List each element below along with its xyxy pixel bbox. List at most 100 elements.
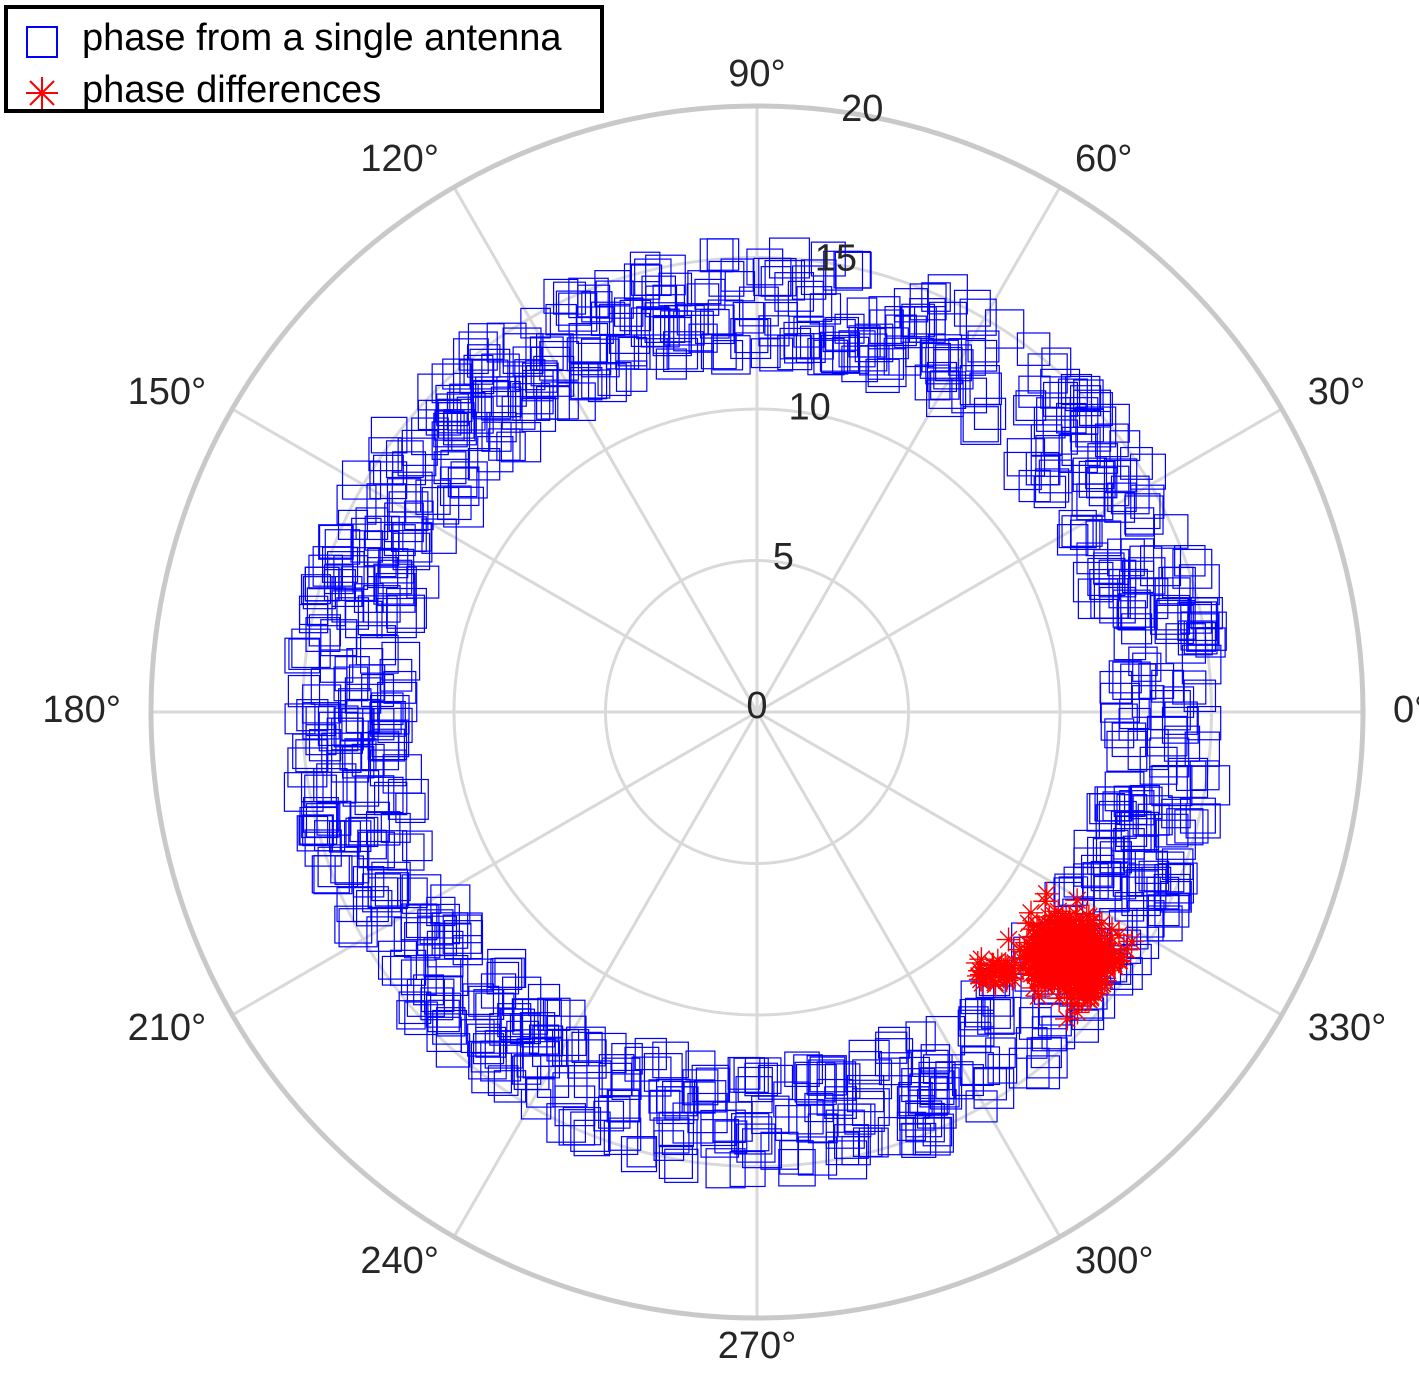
legend: phase from a single antenna phase differ… (4, 5, 604, 113)
square-marker (447, 467, 478, 498)
square-marker (962, 406, 999, 443)
square-marker (793, 1054, 823, 1085)
square-marker (1035, 434, 1073, 472)
square-marker (552, 1072, 588, 1108)
square-marker (1161, 566, 1194, 599)
square-marker (1070, 519, 1101, 550)
square-marker (700, 1109, 737, 1147)
r-tick-label: 5 (773, 536, 794, 578)
square-marker (777, 335, 813, 371)
square-marker (529, 336, 564, 371)
square-marker (822, 318, 856, 353)
square-marker (1161, 848, 1194, 880)
square-marker (570, 362, 608, 400)
square-marker (430, 884, 471, 925)
square-marker (308, 554, 344, 590)
square-marker (1179, 797, 1216, 834)
square-marker (1026, 1055, 1061, 1090)
square-marker (558, 1109, 596, 1146)
square-marker (712, 1109, 746, 1144)
square-marker (1121, 876, 1161, 917)
theta-tick-label: 300° (1075, 1240, 1154, 1282)
square-marker (304, 566, 340, 602)
square-marker (355, 507, 389, 541)
square-marker (398, 991, 432, 1025)
square-marker (1085, 459, 1115, 490)
square-marker (486, 322, 527, 363)
square-marker (366, 483, 407, 524)
square-marker (705, 1148, 746, 1189)
square-marker (1038, 459, 1073, 494)
square-marker (1003, 451, 1042, 491)
square-marker (427, 999, 460, 1033)
square-marker (367, 557, 399, 589)
square-marker (985, 1037, 1016, 1069)
square-marker (846, 1074, 885, 1113)
square-marker (687, 1092, 728, 1134)
square-marker (367, 868, 408, 910)
square-marker (1186, 705, 1222, 741)
legend-item-phase-differences: phase differences (8, 65, 600, 117)
asterisk-marker (1046, 945, 1071, 970)
square-marker (1120, 446, 1153, 480)
square-marker (1043, 381, 1079, 417)
square-marker (426, 1016, 462, 1053)
square-marker (302, 576, 336, 610)
square-marker (456, 396, 494, 434)
square-marker (425, 399, 462, 436)
square-marker (331, 590, 364, 623)
square-marker (1122, 835, 1159, 872)
square-marker (467, 323, 505, 360)
legend-label-phase-differences: phase differences (82, 69, 382, 111)
square-marker (645, 254, 686, 296)
square-marker (367, 877, 399, 908)
square-marker (764, 260, 806, 301)
square-marker (1113, 827, 1145, 860)
square-marker (318, 524, 354, 560)
square-marker (652, 1041, 689, 1079)
square-marker (466, 344, 501, 378)
square-marker (1086, 467, 1118, 499)
square-marker (1107, 538, 1145, 577)
theta-tick-label: 90° (728, 53, 785, 95)
square-marker (658, 1144, 693, 1179)
square-marker (1129, 453, 1167, 490)
square-marker (951, 377, 988, 414)
square-marker (304, 774, 337, 808)
square-marker (901, 1122, 937, 1158)
square-marker (351, 517, 382, 549)
square-marker (522, 1041, 561, 1079)
square-marker (626, 1137, 657, 1168)
square-marker (919, 1070, 955, 1106)
square-marker (1034, 468, 1070, 503)
square-marker (1071, 483, 1105, 517)
square-marker (393, 917, 433, 957)
square-marker (411, 417, 449, 456)
square-marker (953, 289, 991, 327)
square-marker (758, 1064, 794, 1100)
square-marker (930, 370, 960, 400)
square-marker (471, 1052, 513, 1094)
square-marker (1075, 406, 1117, 448)
square-marker (586, 1032, 627, 1074)
square-marker (1080, 854, 1115, 889)
square-marker (573, 1060, 612, 1099)
square-marker (397, 437, 437, 477)
square-marker (595, 280, 634, 319)
asterisk-marker (1065, 888, 1090, 913)
square-marker (452, 338, 489, 375)
square-marker (655, 348, 687, 380)
square-marker (535, 333, 574, 372)
square-marker (1116, 600, 1147, 630)
square-marker (318, 711, 359, 752)
square-marker (774, 272, 815, 312)
square-marker (336, 597, 370, 630)
square-marker (350, 530, 383, 563)
square-marker (336, 887, 372, 923)
square-marker (1108, 660, 1142, 694)
square-marker (1127, 900, 1165, 938)
square-marker (687, 270, 722, 305)
square-marker (573, 1119, 611, 1157)
square-marker (666, 337, 699, 370)
square-marker (345, 698, 380, 734)
